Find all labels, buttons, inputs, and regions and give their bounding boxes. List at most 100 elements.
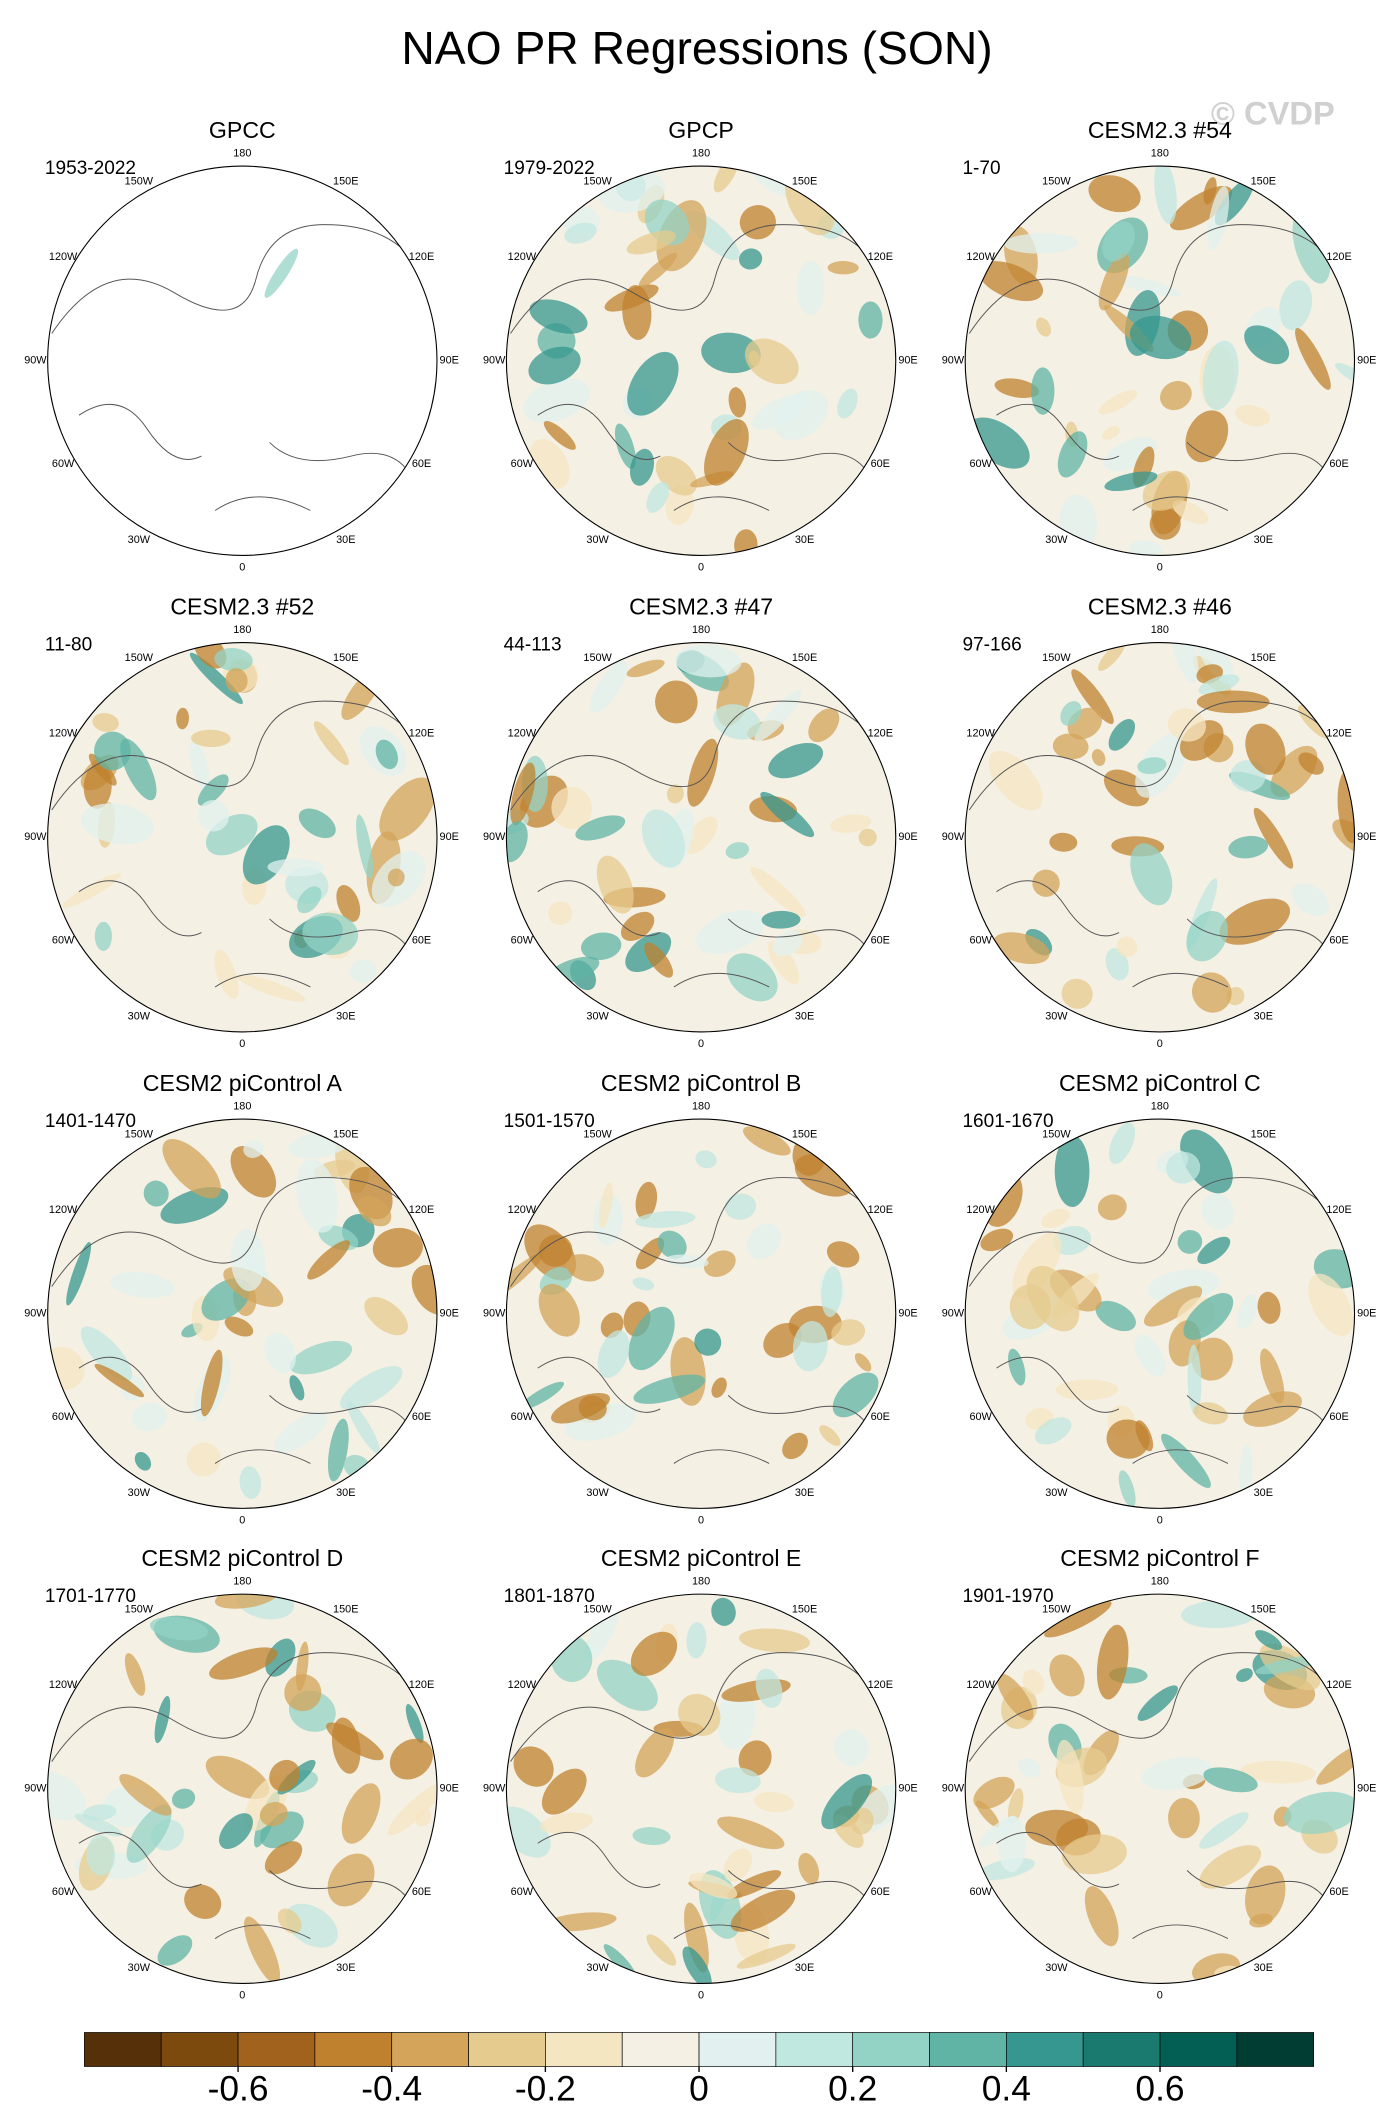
colorbar-box <box>621 2032 700 2067</box>
field-blob <box>171 1788 196 1809</box>
longitude-label: 180 <box>233 1576 251 1588</box>
field-blob <box>564 222 597 244</box>
longitude-label: 90E <box>440 831 459 843</box>
longitude-label: 180 <box>1151 624 1169 636</box>
longitude-label: 60E <box>871 458 890 470</box>
field-blob <box>339 1366 403 1410</box>
field-blob <box>214 647 253 672</box>
field-blob <box>341 1783 381 1844</box>
longitude-label: 60E <box>1329 458 1348 470</box>
field-blob <box>264 1332 296 1374</box>
longitude-label: 0 <box>239 1514 245 1526</box>
field-blob <box>627 351 679 416</box>
colorbar-box <box>1006 2032 1084 2067</box>
panel-title: CESM2 piControl F <box>1060 1545 1259 1571</box>
longitude-label: 90W <box>24 355 47 367</box>
field-blob <box>1095 1300 1136 1332</box>
field-blob <box>86 1834 116 1876</box>
longitude-label: 120W <box>49 728 78 740</box>
field-blob <box>730 1889 796 1932</box>
field-blob <box>819 1425 841 1447</box>
panel-period: 1901-1970 <box>962 1586 1053 1607</box>
map-panel <box>47 642 437 1032</box>
colorbar-box <box>1236 2032 1315 2067</box>
field-blob <box>379 777 436 841</box>
field-blob <box>1129 540 1163 556</box>
field-blob <box>1007 1788 1024 1824</box>
longitude-label: 150E <box>792 175 817 187</box>
field-blob <box>581 932 622 961</box>
field-blob <box>1003 233 1079 254</box>
longitude-label: 0 <box>1157 1038 1163 1050</box>
longitude-label: 30E <box>1254 1962 1273 1974</box>
field-blob <box>405 1704 424 1744</box>
longitude-label: 120W <box>966 251 995 263</box>
field-blob <box>760 791 815 838</box>
field-blob <box>375 739 398 770</box>
colorbar-tick-label: -0.4 <box>361 2069 422 2108</box>
field-blob <box>1244 1865 1286 1925</box>
field-blob <box>1052 733 1089 760</box>
longitude-label: 30E <box>1254 1487 1273 1499</box>
coastline <box>510 1177 879 1464</box>
field-blob <box>230 1228 266 1292</box>
longitude-label: 90E <box>898 1308 917 1320</box>
field-blob <box>269 1759 300 1792</box>
field-blob <box>131 1402 168 1432</box>
field-blob <box>1245 723 1286 775</box>
panel-title: CESM2.3 #52 <box>170 594 314 620</box>
field-blob <box>357 1195 392 1227</box>
longitude-label: 90E <box>898 1783 917 1795</box>
field-blob <box>1199 1812 1249 1849</box>
field-blob <box>1202 340 1239 411</box>
map-border <box>47 165 438 556</box>
field-blob <box>830 814 872 833</box>
longitude-label: 60E <box>1329 1411 1348 1423</box>
field-blob <box>1298 752 1324 775</box>
field-blob <box>635 1181 658 1220</box>
field-blob <box>774 390 829 441</box>
field-blob <box>1137 757 1167 775</box>
panel-title: CESM2.3 #46 <box>1088 594 1232 620</box>
field-blob <box>543 420 576 450</box>
longitude-label: 30W <box>128 1010 151 1022</box>
field-blob <box>154 1695 171 1744</box>
longitude-label: 90W <box>24 831 47 843</box>
field-blob <box>1337 769 1355 844</box>
longitude-label: 120W <box>508 1679 537 1691</box>
field-blob <box>684 1902 709 1973</box>
field-blob <box>372 1227 423 1268</box>
watermark: © CVDP <box>1211 94 1335 131</box>
field-blob <box>197 799 230 832</box>
longitude-label: 60E <box>871 935 890 947</box>
field-blob <box>761 910 801 929</box>
field-blob <box>225 668 248 693</box>
field-blob <box>143 1180 169 1207</box>
map-background <box>47 166 437 556</box>
coastline <box>51 1177 420 1464</box>
field-blob <box>1098 252 1130 311</box>
longitude-label: 150E <box>792 1603 817 1615</box>
field-blob <box>298 808 336 839</box>
field-blob <box>1088 175 1141 213</box>
field-blob <box>678 1693 721 1737</box>
field-blob <box>184 1884 222 1920</box>
field-blob <box>1098 389 1138 415</box>
field-blob <box>66 1241 92 1306</box>
longitude-label: 90W <box>483 1308 506 1320</box>
longitude-label: 150E <box>1251 1128 1276 1140</box>
field-blob <box>162 1139 221 1199</box>
field-blob <box>1118 1470 1136 1508</box>
field-blob <box>832 1372 879 1418</box>
field-blob <box>597 1330 630 1378</box>
longitude-label: 60E <box>871 1886 890 1898</box>
field-blob <box>327 1853 375 1907</box>
longitude-label: 180 <box>233 148 251 160</box>
field-blob <box>513 1746 554 1787</box>
panel-title: CESM2 piControl A <box>143 1070 343 1096</box>
field-blob <box>119 1774 172 1816</box>
longitude-label: 60W <box>52 1886 75 1898</box>
field-blob <box>1109 274 1182 297</box>
field-blob <box>1236 1668 1253 1682</box>
field-blob <box>1143 1285 1203 1327</box>
